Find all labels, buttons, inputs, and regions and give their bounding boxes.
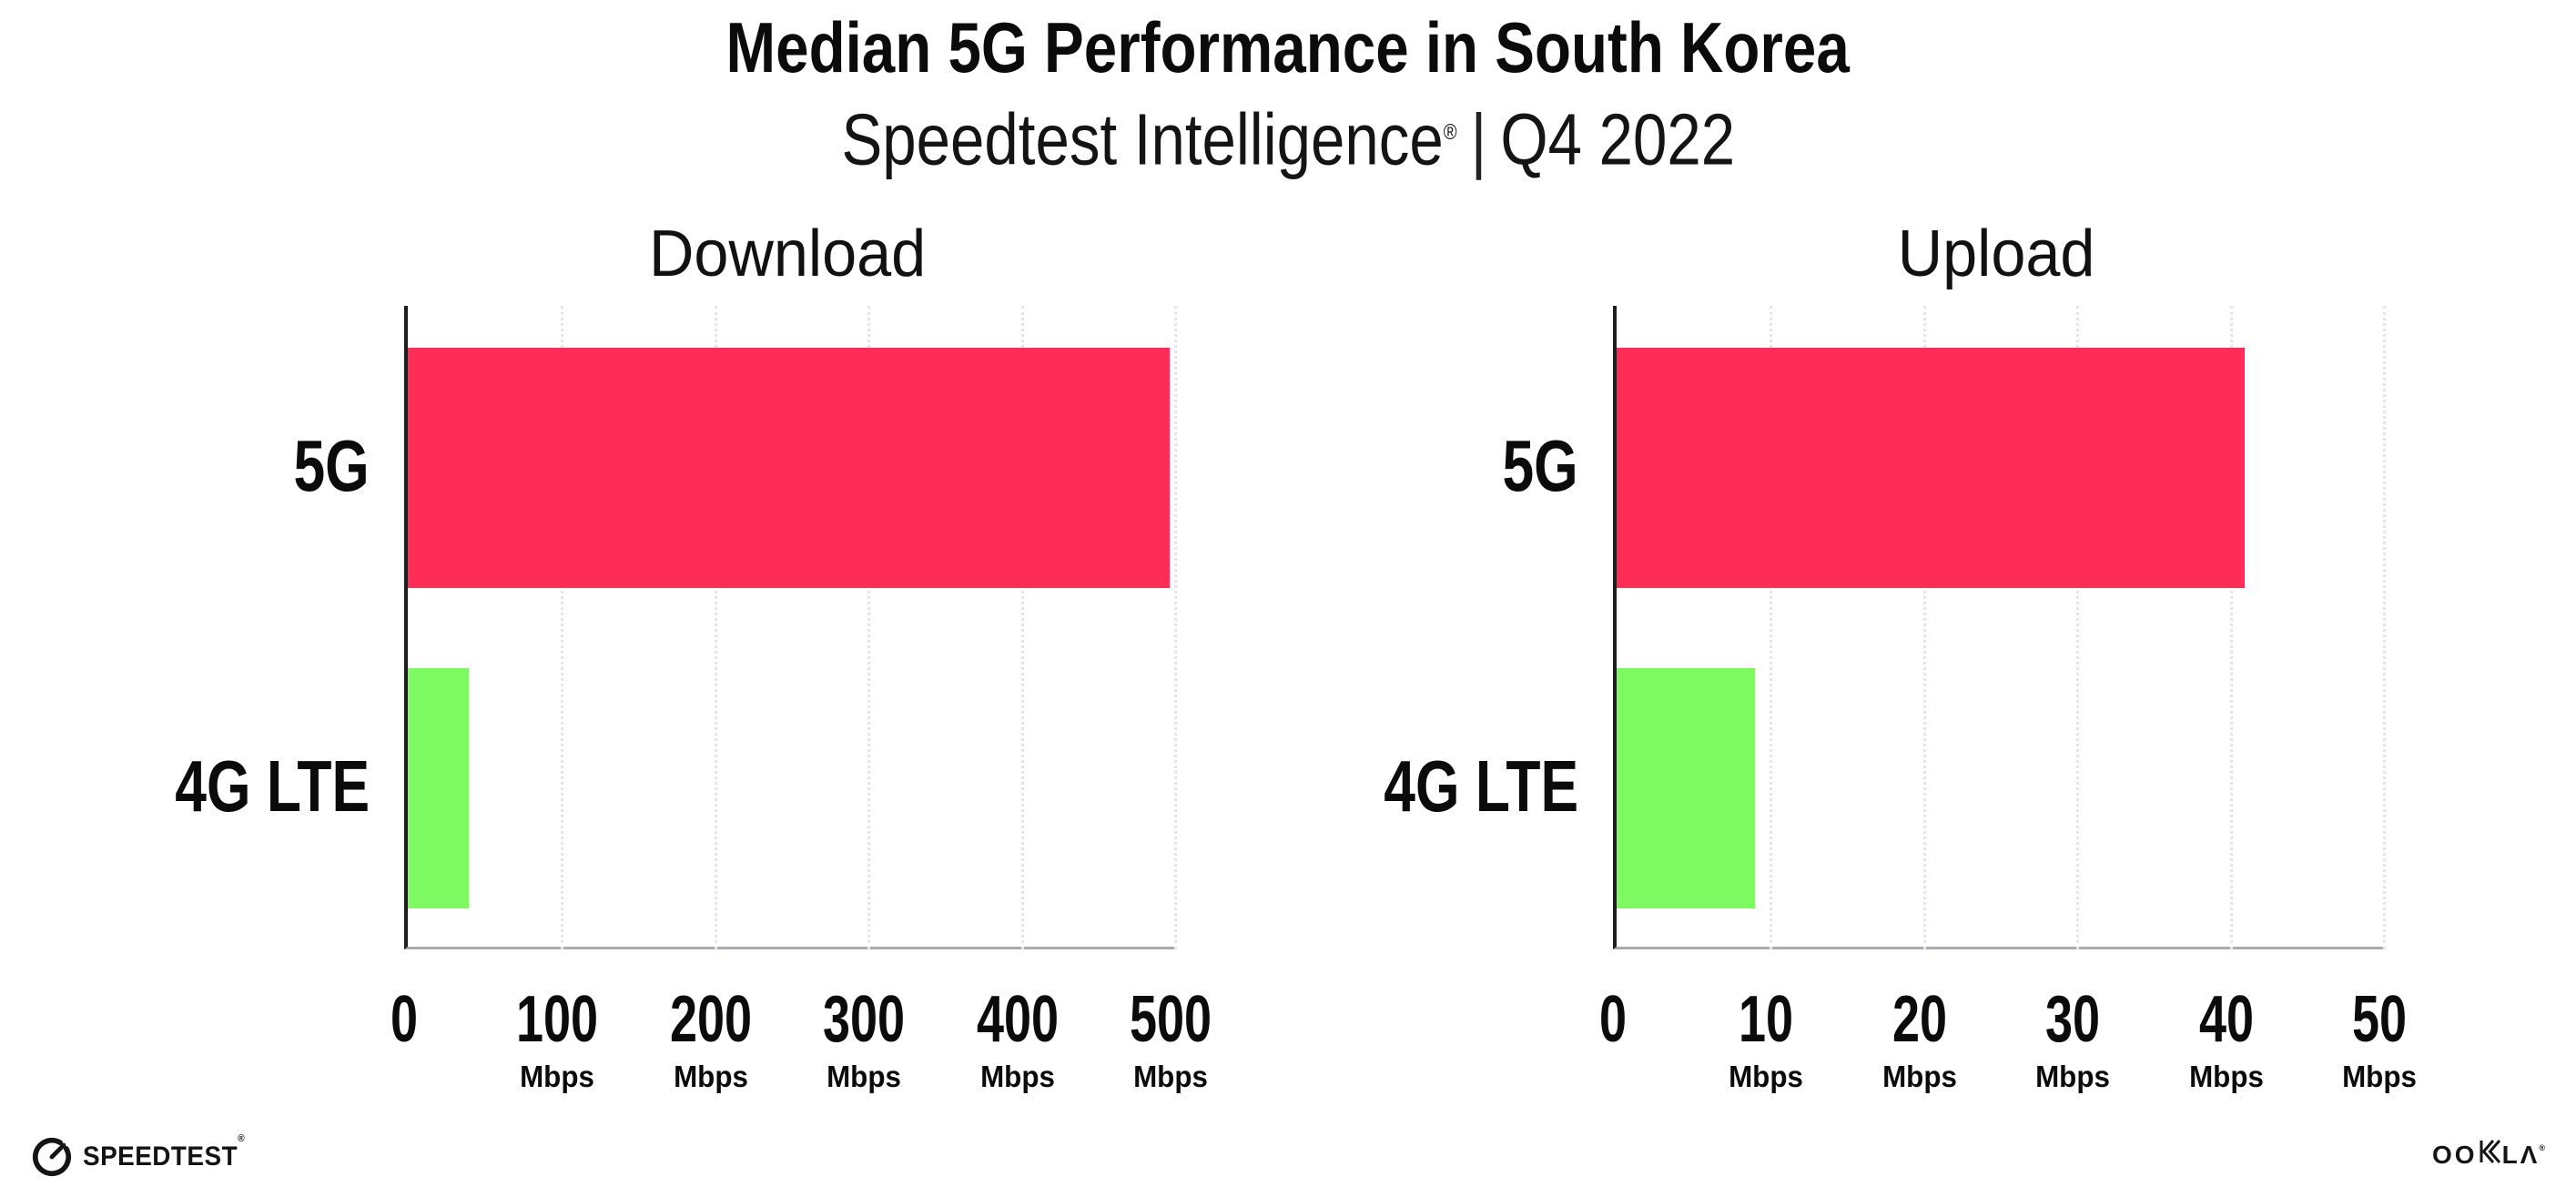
x-tick-50: 50 Mbps <box>2340 947 2419 1092</box>
category-label-text: 4G LTE <box>175 746 370 827</box>
tick-number: 20 <box>1891 983 1947 1056</box>
tick-number: 400 <box>976 983 1059 1056</box>
y-axis-labels: 5G 4G LTE <box>1384 306 1591 947</box>
x-tick-100: 100 Mbps <box>502 947 612 1092</box>
bar-5g <box>1617 348 2246 588</box>
gridline-40 <box>2229 306 2233 949</box>
tick-unit: Mbps <box>979 1060 1055 1093</box>
tick-number: 0 <box>390 983 419 1056</box>
subtitle-brand: Speedtest Intelligence <box>841 98 1444 180</box>
tick-number: 0 <box>1598 983 1628 1056</box>
tick-unit: Mbps <box>2035 1060 2111 1093</box>
category-label-text: 5G <box>293 425 370 506</box>
x-axis-ticks: 0 100 Mbps 200 Mbps 300 Mbps 400 Mbps 500 Mbps <box>390 947 1212 1129</box>
subtitle-separator: | <box>1470 98 1486 180</box>
download-chart-panel: Download 5G 4G LTE 0 100 Mbps 200 Mbps 300 Mbps… <box>175 217 1212 1136</box>
y-axis-labels: 5G 4G LTE <box>175 306 382 947</box>
x-tick-30: 30 Mbps <box>2033 947 2112 1092</box>
speedtest-logo-text: SPEEDTEST® <box>83 1133 245 1172</box>
tick-unit: Mbps <box>827 1060 902 1093</box>
speedtest-logo: SPEEDTEST® <box>31 1133 257 1178</box>
category-label-5g: 5G <box>177 306 382 626</box>
page-subtitle: Speedtest Intelligence® | Q4 2022 <box>0 89 2576 184</box>
tick-number: 30 <box>2045 983 2101 1056</box>
x-tick-400: 400 Mbps <box>963 947 1072 1092</box>
x-tick-10: 10 Mbps <box>1727 947 1805 1092</box>
panel-title-upload: Upload <box>1613 217 2379 291</box>
bar-band-5g <box>1617 306 2383 626</box>
gridline-100 <box>561 306 564 949</box>
category-label-5g: 5G <box>1385 306 1591 626</box>
gridline-50 <box>2383 306 2386 949</box>
bar-band-5g <box>408 306 1174 626</box>
x-axis-ticks: 0 10 Mbps 20 Mbps 30 Mbps 40 Mbps 50 Mbps <box>1599 947 2417 1129</box>
ookla-registered-mark: ® <box>2539 1142 2548 1152</box>
x-tick-20: 20 Mbps <box>1881 947 1959 1092</box>
bar-4g-lte <box>408 668 470 908</box>
tick-number: 50 <box>2351 983 2408 1056</box>
panel-title-download: Download <box>404 217 1171 291</box>
x-tick-500: 500 Mbps <box>1116 947 1225 1092</box>
tick-unit: Mbps <box>1729 1060 1804 1093</box>
category-label-text: 5G <box>1502 425 1578 506</box>
page-title: Median 5G Performance in South Korea <box>0 5 2576 89</box>
speedtest-gauge-icon <box>31 1136 73 1178</box>
speedtest-wordmark: SPEEDTEST <box>83 1141 238 1172</box>
gridline-500 <box>1174 306 1177 949</box>
gridline-300 <box>867 306 871 949</box>
tick-unit: Mbps <box>673 1060 748 1093</box>
x-tick-0: 0 <box>386 947 422 1052</box>
tick-unit: Mbps <box>2188 1060 2264 1093</box>
gridline-200 <box>714 306 717 949</box>
bar-5g <box>408 348 1170 588</box>
page-title-text: Median 5G Performance in South Korea <box>725 7 1851 87</box>
tick-unit: Mbps <box>520 1060 595 1093</box>
ookla-logo: OO LΛ ® <box>2432 1140 2549 1170</box>
bar-band-4g-lte <box>1617 626 2383 947</box>
upload-chart-panel: Upload 5G 4G LTE 0 10 Mbps 20 Mbps 30 Mbps 40 Mbp… <box>1384 217 2417 1136</box>
speedtest-registered-mark: ® <box>238 1133 246 1144</box>
category-label-4g-lte: 4G LTE <box>175 626 382 947</box>
gridline-10 <box>1770 306 1773 949</box>
plot-area <box>404 306 1177 949</box>
tick-unit: Mbps <box>1133 1060 1208 1093</box>
x-tick-40: 40 Mbps <box>2187 947 2266 1092</box>
tick-number: 300 <box>823 983 906 1056</box>
tick-unit: Mbps <box>1881 1060 1957 1093</box>
plot-area <box>1613 306 2386 949</box>
tick-number: 500 <box>1129 983 1212 1056</box>
panel-title-text: Upload <box>1897 218 2095 290</box>
gridline-400 <box>1020 306 1024 949</box>
gridline-30 <box>2076 306 2080 949</box>
subtitle-period: Q4 2022 <box>1500 98 1735 180</box>
x-tick-0: 0 <box>1595 947 1631 1052</box>
ookla-wordmark-oo: OO <box>2432 1140 2478 1169</box>
bar-band-4g-lte <box>408 626 1174 947</box>
gridline-20 <box>1922 306 1926 949</box>
panel-title-text: Download <box>648 218 927 290</box>
tick-unit: Mbps <box>2342 1060 2417 1093</box>
x-tick-300: 300 Mbps <box>809 947 918 1092</box>
x-tick-200: 200 Mbps <box>656 947 766 1092</box>
tick-number: 200 <box>669 983 752 1056</box>
category-label-4g-lte: 4G LTE <box>1384 626 1591 947</box>
category-label-text: 4G LTE <box>1384 746 1578 827</box>
bar-4g-lte <box>1617 668 1755 908</box>
tick-number: 10 <box>1739 983 1794 1056</box>
page-subtitle-text: Speedtest Intelligence® | Q4 2022 <box>841 89 1735 184</box>
ookla-wordmark-la: LΛ <box>2501 1140 2541 1169</box>
tick-number: 100 <box>516 983 599 1056</box>
registered-mark: ® <box>1443 120 1457 145</box>
tick-number: 40 <box>2198 983 2254 1056</box>
ookla-k-icon <box>2480 1140 2501 1170</box>
